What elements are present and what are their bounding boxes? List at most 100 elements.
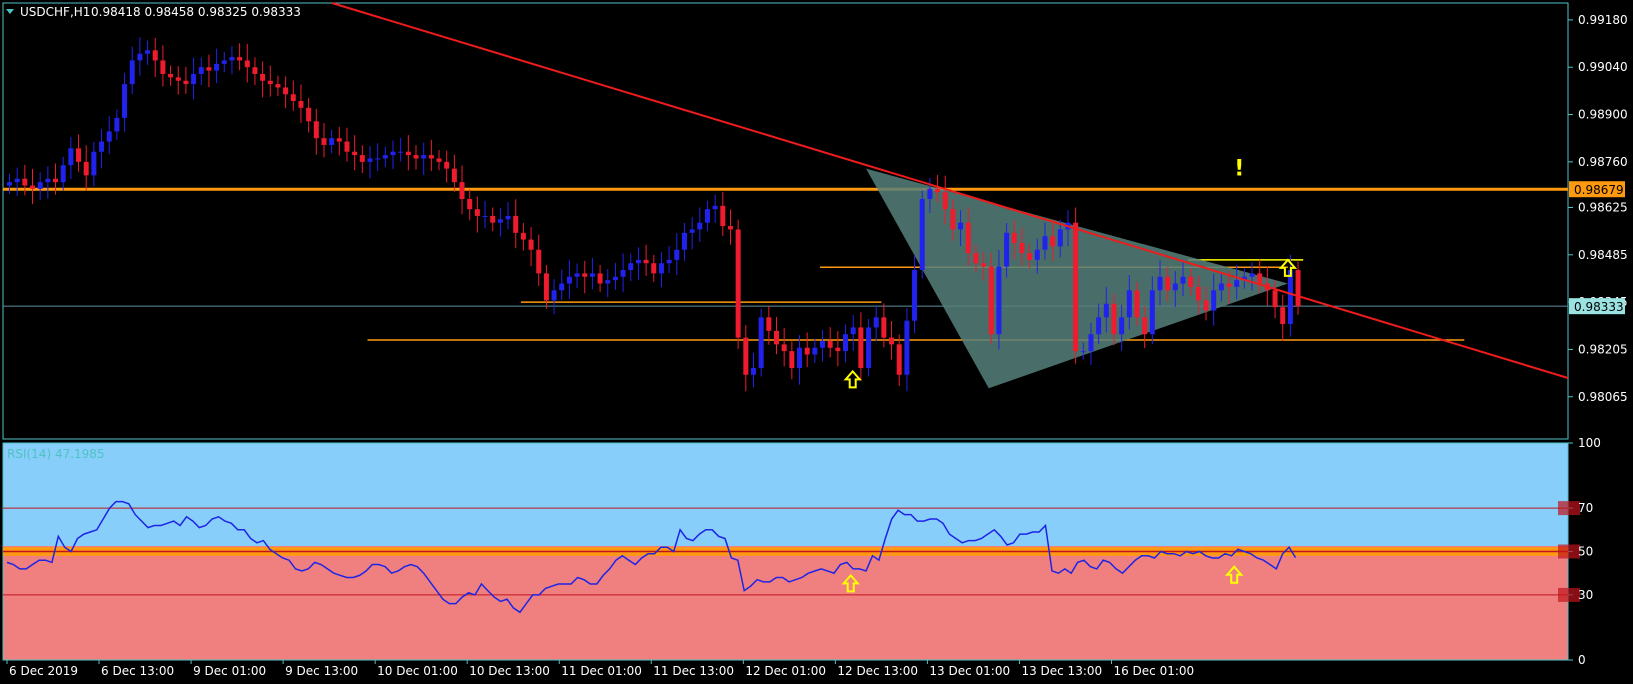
candle-body — [528, 239, 534, 250]
time-tick-label: 13 Dec 01:00 — [929, 664, 1010, 678]
price-tick-label: 0.98760 — [1578, 155, 1628, 169]
current-price-tag-label: 0.98333 — [1574, 300, 1624, 314]
rsi-tick-label: 70 — [1578, 501, 1593, 515]
candle-body — [1211, 290, 1217, 311]
price-plot-area: ! — [3, 2, 1569, 392]
candle-body — [620, 270, 626, 277]
candle-body — [290, 94, 296, 102]
candle-body — [574, 273, 580, 277]
candle-body — [336, 138, 342, 142]
candle-body — [774, 330, 779, 345]
candle-body — [1249, 273, 1255, 277]
axes: 0.99180 0.99040 0.98900 0.98760 0.98625 0.984… — [6, 13, 1628, 678]
candle-body — [145, 50, 151, 54]
candle-body — [1272, 290, 1278, 308]
candle-body — [428, 155, 434, 159]
time-tick-label: 11 Dec 13:00 — [653, 664, 734, 678]
candle-body — [298, 101, 304, 108]
downtrend-line[interactable] — [331, 2, 1569, 379]
candle-body — [758, 317, 764, 369]
candle-body — [927, 188, 933, 200]
time-tick-label: 6 Dec 13:00 — [101, 664, 174, 678]
candle-body — [873, 317, 879, 328]
rsi-title: RSI(14) 47.1985 — [7, 447, 105, 461]
candle-body — [1195, 286, 1201, 301]
candle-body — [712, 205, 718, 210]
rsi-tick-label: 0 — [1578, 653, 1586, 667]
rsi-signal-arrow-icon — [841, 573, 860, 593]
price-tick-label: 0.98485 — [1578, 248, 1628, 262]
candle-body — [1088, 334, 1094, 352]
candle-body — [689, 229, 695, 233]
candle-body — [651, 263, 657, 274]
candle-body — [950, 209, 956, 230]
candle-body — [1241, 276, 1247, 281]
candle-body — [643, 259, 649, 264]
candle-body — [1103, 303, 1109, 318]
candle-body — [214, 63, 220, 71]
rsi-tick-label: 100 — [1578, 436, 1601, 450]
candle-body — [168, 73, 174, 78]
candle-body — [1142, 317, 1148, 335]
candle-body — [68, 148, 74, 166]
candle-body — [7, 182, 12, 186]
candle-body — [743, 337, 749, 375]
candle-body — [175, 77, 181, 81]
candle-body — [666, 259, 672, 264]
candle-body — [352, 151, 358, 156]
candle-body — [1226, 283, 1232, 287]
candle-body — [221, 60, 227, 64]
rsi-line — [6, 500, 1297, 614]
candle-body — [344, 141, 350, 152]
price-tick-label: 0.98625 — [1578, 200, 1628, 214]
candle-body — [122, 84, 128, 118]
candle-body — [1011, 232, 1017, 243]
candle-body — [881, 317, 887, 338]
candle-body — [1080, 351, 1086, 353]
candle-body — [467, 199, 473, 210]
candle-body — [37, 182, 43, 189]
collapse-triangle-icon[interactable] — [6, 9, 14, 14]
candle-body — [1257, 273, 1263, 284]
candle-body — [1203, 300, 1209, 311]
rsi-tick-label: 30 — [1578, 588, 1593, 602]
candle-body — [589, 273, 595, 277]
candle-body — [843, 334, 849, 352]
candle-body — [275, 84, 281, 88]
candle-body — [30, 185, 36, 189]
current-price-tag — [1569, 298, 1625, 315]
candle-body — [820, 340, 826, 348]
candle-body — [1050, 236, 1056, 247]
candle-body — [106, 131, 112, 142]
candle-body — [750, 368, 756, 375]
candle-body — [858, 327, 864, 369]
candle-body — [206, 67, 212, 71]
candle-body — [1027, 253, 1033, 260]
candle-body — [988, 266, 994, 335]
candle-body — [1126, 290, 1132, 318]
candle-body — [797, 347, 803, 369]
candle-body — [1096, 317, 1102, 335]
candle-body — [1057, 229, 1063, 247]
candle-body — [413, 155, 419, 159]
candle-body — [1157, 276, 1163, 291]
time-tick-label: 13 Dec 13:00 — [1021, 664, 1102, 678]
time-tick-label: 6 Dec 2019 — [9, 664, 78, 678]
price-tick-label: 0.98205 — [1578, 342, 1628, 356]
candle-body — [866, 327, 872, 369]
candle-body — [727, 226, 733, 230]
time-tick-label: 11 Dec 01:00 — [561, 664, 642, 678]
rsi-level-tag — [1558, 587, 1580, 602]
candle-body — [835, 347, 841, 352]
candle-body — [398, 151, 404, 153]
candle-body — [827, 340, 833, 348]
candle-body — [14, 178, 20, 183]
candle-body — [889, 337, 895, 345]
candle-body — [735, 229, 741, 338]
candle-body — [681, 232, 687, 250]
candle-body — [321, 138, 327, 145]
candle-body — [1218, 283, 1224, 291]
candle-body — [474, 209, 480, 216]
rsi-plot-area — [3, 500, 1568, 614]
time-tick-label: 9 Dec 01:00 — [193, 664, 266, 678]
